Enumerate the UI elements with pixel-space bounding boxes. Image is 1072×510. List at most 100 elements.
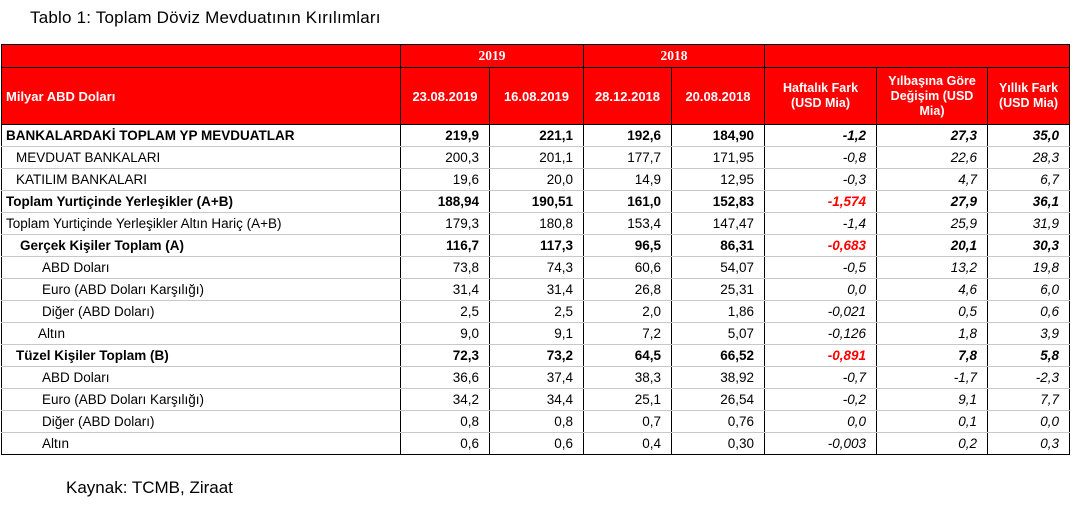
ytd-change: 0,2 — [876, 432, 988, 455]
value-23-08-2019: 31,4 — [400, 278, 490, 301]
row-label: Euro (ABD Doları Karşılığı) — [1, 278, 401, 301]
ytd-change: 7,8 — [876, 344, 988, 367]
value-20-08-2018: 184,90 — [671, 124, 765, 147]
weekly-diff: -0,8 — [764, 146, 877, 169]
ytd-change: 1,8 — [876, 322, 988, 345]
weekly-diff: -1,2 — [764, 124, 877, 147]
table-row: ABD Doları 36,6 37,4 38,3 38,92 -0,7 -1,7 -2,3 — [1, 366, 1070, 389]
value-16-08-2019: 74,3 — [489, 256, 584, 279]
weekly-diff: -1,4 — [764, 212, 877, 235]
ytd-change: 20,1 — [876, 234, 988, 257]
table-row: MEVDUAT BANKALARI 200,3 201,1 177,7 171,95 -0… — [1, 146, 1070, 169]
ytd-change: -1,7 — [876, 366, 988, 389]
value-28-12-2018: 60,6 — [583, 256, 672, 279]
ytd-change: 22,6 — [876, 146, 988, 169]
value-28-12-2018: 153,4 — [583, 212, 672, 235]
yearly-diff: 0,0 — [987, 410, 1070, 433]
row-label-header: Milyar ABD Doları — [1, 67, 401, 125]
yearly-diff: 6,7 — [987, 168, 1070, 191]
date-header-3: 28.12.2018 — [583, 67, 672, 125]
table-row: ABD Doları 73,8 74,3 60,6 54,07 -0,5 13,2 19,8 — [1, 256, 1070, 279]
value-23-08-2019: 2,5 — [400, 300, 490, 323]
row-label: Toplam Yurtiçinde Yerleşikler (A+B) — [1, 190, 401, 213]
ytd-change: 9,1 — [876, 388, 988, 411]
value-20-08-2018: 152,83 — [671, 190, 765, 213]
yearly-diff: 35,0 — [987, 124, 1070, 147]
ytd-change: 4,6 — [876, 278, 988, 301]
value-16-08-2019: 34,4 — [489, 388, 584, 411]
yearly-diff: 0,3 — [987, 432, 1070, 455]
yearly-diff: -2,3 — [987, 366, 1070, 389]
yearly-diff: 31,9 — [987, 212, 1070, 235]
table-row: Tüzel Kişiler Toplam (B) 72,3 73,2 64,5 66,5… — [1, 344, 1070, 367]
diff-blank-header — [764, 44, 1070, 68]
yearly-diff: 30,3 — [987, 234, 1070, 257]
weekly-diff: 0,0 — [764, 410, 877, 433]
value-20-08-2018: 0,76 — [671, 410, 765, 433]
value-23-08-2019: 179,3 — [400, 212, 490, 235]
yearly-diff-header: Yıllık Fark (USD Mia) — [987, 67, 1070, 125]
value-23-08-2019: 19,6 — [400, 168, 490, 191]
value-23-08-2019: 0,8 — [400, 410, 490, 433]
value-20-08-2018: 0,30 — [671, 432, 765, 455]
value-23-08-2019: 72,3 — [400, 344, 490, 367]
weekly-diff: -1,574 — [764, 190, 877, 213]
row-label: Altın — [1, 432, 401, 455]
year-header-row: 2019 2018 — [1, 44, 1070, 68]
ytd-change: 0,5 — [876, 300, 988, 323]
date-header-4: 20.08.2018 — [671, 67, 765, 125]
yearly-diff: 6,0 — [987, 278, 1070, 301]
value-28-12-2018: 161,0 — [583, 190, 672, 213]
row-label: Diğer (ABD Doları) — [1, 410, 401, 433]
value-28-12-2018: 38,3 — [583, 366, 672, 389]
yearly-diff: 5,8 — [987, 344, 1070, 367]
value-20-08-2018: 26,54 — [671, 388, 765, 411]
value-16-08-2019: 190,51 — [489, 190, 584, 213]
value-23-08-2019: 200,3 — [400, 146, 490, 169]
row-label: ABD Doları — [1, 256, 401, 279]
table-row: Toplam Yurtiçinde Yerleşikler Altın Hari… — [1, 212, 1070, 235]
row-label: Altın — [1, 322, 401, 345]
yearly-diff: 28,3 — [987, 146, 1070, 169]
value-20-08-2018: 54,07 — [671, 256, 765, 279]
value-23-08-2019: 0,6 — [400, 432, 490, 455]
value-23-08-2019: 34,2 — [400, 388, 490, 411]
value-23-08-2019: 73,8 — [400, 256, 490, 279]
year-2018-header: 2018 — [583, 44, 765, 68]
table-row: Gerçek Kişiler Toplam (A) 116,7 117,3 96,5 8… — [1, 234, 1070, 257]
yearly-diff: 7,7 — [987, 388, 1070, 411]
value-28-12-2018: 2,0 — [583, 300, 672, 323]
ytd-change: 0,1 — [876, 410, 988, 433]
weekly-diff: -0,126 — [764, 322, 877, 345]
value-28-12-2018: 14,9 — [583, 168, 672, 191]
yearly-diff: 36,1 — [987, 190, 1070, 213]
value-20-08-2018: 86,31 — [671, 234, 765, 257]
source-note: Kaynak: TCMB, Ziraat — [66, 478, 233, 497]
ytd-change: 4,7 — [876, 168, 988, 191]
table-row: KATILIM BANKALARI 19,6 20,0 14,9 12,95 -0,3 4,… — [1, 168, 1070, 191]
row-label: MEVDUAT BANKALARI — [1, 146, 401, 169]
ytd-change: 27,3 — [876, 124, 988, 147]
weekly-diff: -0,3 — [764, 168, 877, 191]
table-row: Euro (ABD Doları Karşılığı) 34,2 34,4 25,1 2… — [1, 388, 1070, 411]
row-label: ABD Doları — [1, 366, 401, 389]
ytd-change: 13,2 — [876, 256, 988, 279]
value-28-12-2018: 192,6 — [583, 124, 672, 147]
value-20-08-2018: 171,95 — [671, 146, 765, 169]
ytd-change-header: Yılbaşına Göre Değişim (USD Mia) — [876, 67, 988, 125]
year-2019-header: 2019 — [400, 44, 584, 68]
weekly-diff: -0,891 — [764, 344, 877, 367]
value-16-08-2019: 201,1 — [489, 146, 584, 169]
value-16-08-2019: 221,1 — [489, 124, 584, 147]
date-header-2: 16.08.2019 — [489, 67, 584, 125]
column-header-row: Milyar ABD Doları 23.08.2019 16.08.2019 … — [1, 67, 1070, 125]
weekly-diff: -0,2 — [764, 388, 877, 411]
weekly-diff: 0,0 — [764, 278, 877, 301]
row-label: Diğer (ABD Doları) — [1, 300, 401, 323]
value-16-08-2019: 9,1 — [489, 322, 584, 345]
ytd-change: 27,9 — [876, 190, 988, 213]
row-label: Tüzel Kişiler Toplam (B) — [1, 344, 401, 367]
value-16-08-2019: 31,4 — [489, 278, 584, 301]
value-28-12-2018: 26,8 — [583, 278, 672, 301]
value-20-08-2018: 5,07 — [671, 322, 765, 345]
